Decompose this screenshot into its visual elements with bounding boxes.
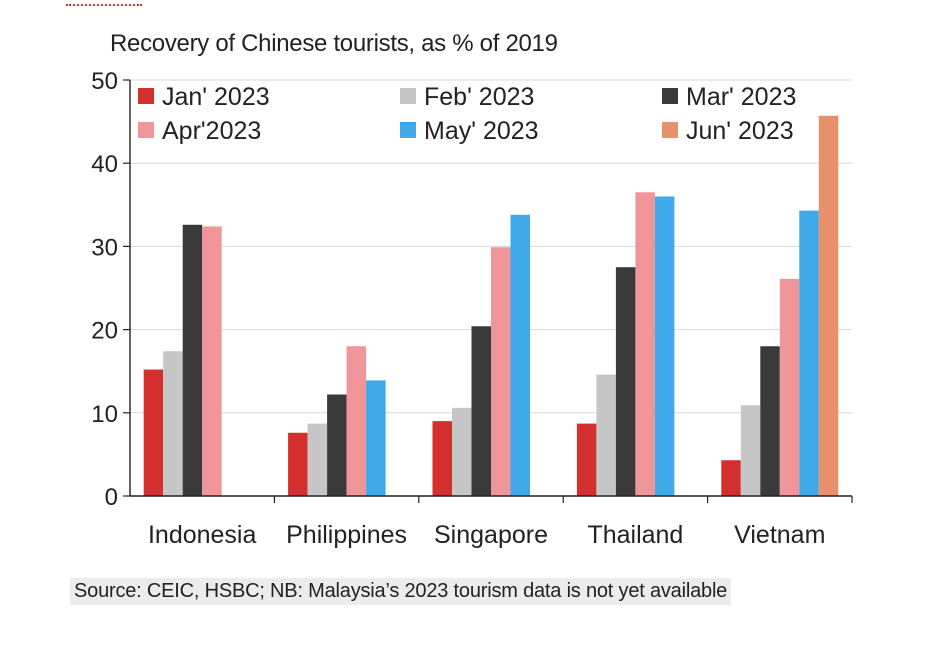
- chart-title: Recovery of Chinese tourists, as % of 20…: [110, 30, 558, 57]
- bar: [491, 247, 511, 496]
- bars: [143, 115, 839, 497]
- legend-label: Jan' 2023: [162, 83, 270, 111]
- bar: [576, 423, 597, 496]
- bar: [654, 196, 675, 497]
- source-note: Source: CEIC, HSBC; NB: Malaysia’s 2023 …: [70, 578, 732, 605]
- axes: [123, 79, 853, 503]
- legend-swatch: [400, 122, 416, 138]
- bar: [721, 460, 741, 496]
- bar: [432, 421, 452, 496]
- legend-swatch: [662, 88, 678, 104]
- bar: [163, 351, 183, 496]
- bar: [596, 374, 616, 496]
- bar: [760, 346, 780, 496]
- y-tick-label: 20: [91, 318, 118, 345]
- y-tick-label: 0: [105, 484, 118, 511]
- bar: [288, 432, 308, 496]
- category-label: Vietnam: [734, 521, 825, 549]
- y-axis-ticks: 0 10 20 30 40 50: [91, 68, 118, 511]
- legend-label: May' 2023: [424, 117, 539, 145]
- bar: [740, 405, 761, 496]
- legend-swatch: [400, 88, 416, 104]
- category-label: Indonesia: [148, 521, 257, 549]
- bar: [452, 407, 472, 496]
- bar: [635, 192, 655, 496]
- legend-label: Feb' 2023: [424, 83, 534, 111]
- top-dotted-mark: [66, 0, 142, 6]
- legend-swatch: [138, 88, 154, 104]
- category-labels: Indonesia Philippines Singapore Thailand Vie…: [148, 521, 825, 549]
- y-tick-label: 50: [91, 68, 118, 95]
- bar: [143, 369, 164, 496]
- y-tick-label: 10: [91, 401, 118, 428]
- legend-swatch: [138, 122, 154, 138]
- bar: [202, 226, 222, 496]
- bar: [510, 214, 530, 496]
- bar: [799, 210, 819, 496]
- legend-label: Mar' 2023: [686, 83, 796, 111]
- category-label: Singapore: [434, 521, 548, 549]
- bar: [818, 115, 839, 496]
- category-label: Philippines: [286, 521, 407, 549]
- bar: [366, 380, 386, 496]
- bar: [182, 224, 203, 496]
- bar: [779, 278, 800, 496]
- y-tick-label: 30: [91, 234, 118, 261]
- legend-label: Jun' 2023: [686, 117, 794, 145]
- bar: [471, 326, 491, 496]
- bar: [327, 394, 347, 496]
- y-tick-label: 40: [91, 151, 118, 178]
- legend-swatch: [662, 122, 678, 138]
- bar: [346, 346, 367, 496]
- legend: Jan' 2023 Feb' 2023 Mar' 2023 Apr'2023 May' …: [138, 83, 796, 145]
- legend-label: Apr'2023: [162, 117, 261, 145]
- bar: [615, 267, 636, 496]
- category-label: Thailand: [587, 521, 683, 549]
- bar: [307, 423, 328, 496]
